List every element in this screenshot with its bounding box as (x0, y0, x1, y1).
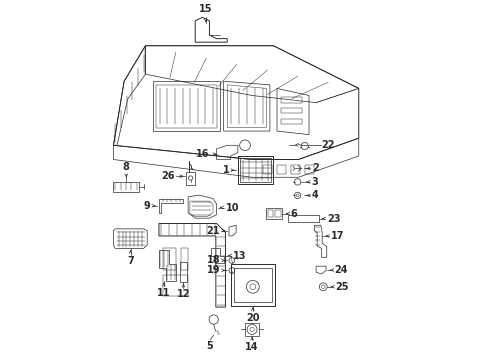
Text: 24: 24 (335, 265, 348, 275)
Text: 7: 7 (127, 256, 134, 266)
Bar (163, 275, 188, 296)
Bar (186, 172, 195, 185)
Text: 21: 21 (206, 226, 220, 235)
Text: 19: 19 (207, 265, 220, 275)
Text: 11: 11 (157, 288, 171, 298)
Text: 25: 25 (335, 282, 349, 292)
Text: 10: 10 (225, 203, 239, 212)
Text: 23: 23 (327, 213, 340, 224)
Text: 20: 20 (246, 313, 260, 323)
Text: 14: 14 (245, 342, 259, 352)
Bar (275, 210, 281, 217)
Bar (245, 323, 259, 336)
Bar (281, 119, 302, 124)
Bar (180, 262, 187, 282)
Text: 3: 3 (312, 177, 318, 187)
Bar (267, 208, 282, 219)
Bar (114, 181, 139, 192)
Text: 13: 13 (233, 251, 247, 261)
Bar (181, 248, 188, 270)
Bar (240, 158, 271, 182)
Text: 1: 1 (223, 165, 230, 175)
Text: 18: 18 (207, 256, 220, 265)
Bar (263, 165, 271, 174)
Bar (231, 264, 275, 306)
Bar (268, 210, 273, 217)
Text: 26: 26 (162, 171, 175, 181)
Text: 22: 22 (321, 140, 335, 150)
Text: 12: 12 (177, 289, 190, 299)
Bar (281, 108, 302, 113)
Text: 15: 15 (199, 4, 213, 14)
Bar (163, 248, 176, 270)
Text: 5: 5 (206, 341, 213, 351)
Text: 9: 9 (144, 201, 150, 211)
Text: 4: 4 (312, 190, 318, 201)
Bar (281, 97, 302, 103)
Text: 16: 16 (196, 149, 209, 159)
Bar (234, 267, 271, 302)
Bar (305, 165, 314, 174)
Bar (277, 165, 286, 174)
Bar (238, 156, 273, 184)
Text: 8: 8 (123, 162, 130, 172)
Text: 6: 6 (291, 208, 297, 219)
Bar (291, 165, 300, 174)
Text: 17: 17 (331, 231, 345, 241)
Bar (289, 215, 318, 222)
Text: 2: 2 (312, 163, 318, 174)
